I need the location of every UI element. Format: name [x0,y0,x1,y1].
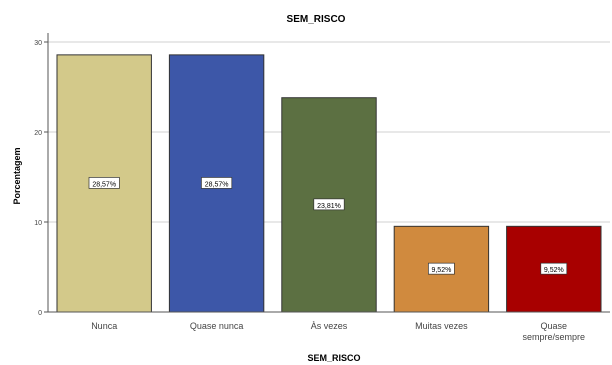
y-tick-labels: 0 10 20 30 [34,40,42,317]
data-label: 9,52% [544,267,564,274]
y-tick-label: 20 [34,130,42,137]
data-labels: 28,57% 28,57% 23,81% 9,52% 9,52% [88,177,568,275]
data-label: 28,57% [92,181,116,188]
data-label-box [428,262,455,275]
category-label: Muitas vezes [415,321,468,331]
chart-title: SEM_RISCO [287,14,346,25]
axes [44,33,610,313]
category-label: Quase nunca [190,321,244,331]
y-tick-label: 0 [38,310,42,317]
category-label: Às vezes [311,321,348,331]
category-labels: Nunca Quase nunca Às vezes Muitas vezes Quas… [91,321,585,342]
data-label: 9,52% [431,267,451,274]
bars [56,54,602,313]
data-label: 28,57% [205,181,229,188]
data-label: 23,81% [317,203,341,210]
data-label-box [540,262,568,275]
y-tick-label: 30 [34,40,42,47]
data-label-box [88,177,120,189]
data-label-box [201,177,233,189]
y-axis-title: Porcentagem [12,147,22,204]
x-axis-title: SEM_RISCO [307,353,360,363]
data-label-box [313,198,345,211]
category-label: Nunca [91,321,117,331]
category-label: Quase sempre/sempre [523,321,586,342]
y-tick-label: 10 [34,220,42,227]
